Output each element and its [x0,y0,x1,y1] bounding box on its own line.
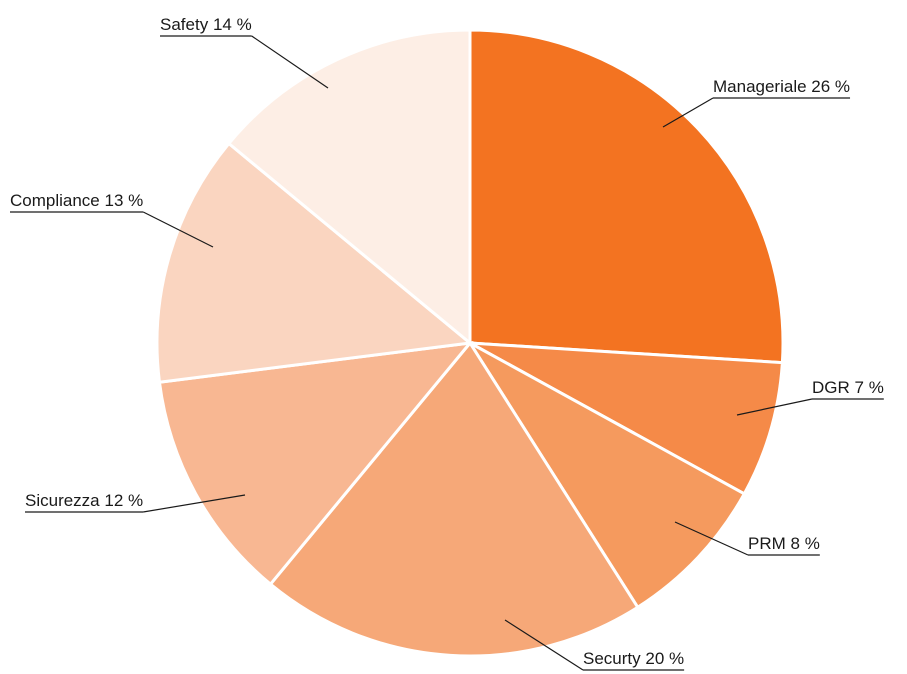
pie-slice [268,340,640,658]
leader-line [251,35,329,89]
pie-slice [157,341,474,587]
category-name: Sicurezza [25,491,100,510]
category-name: Securty [583,649,641,668]
value-label: 7 % [855,378,884,397]
leader-line [662,97,714,128]
slice-label: Sicurezza 12 % [25,491,143,510]
leader-line [143,494,246,513]
leader-line [736,398,813,416]
slice-label: PRM 8 % [748,534,820,553]
slice-label: Compliance 13 % [10,191,143,210]
value-label: 26 % [811,77,850,96]
category-name: Manageriale [713,77,807,96]
value-label: 12 % [104,491,143,510]
slice-label: DGR 7 % [812,378,884,397]
leader-line [142,211,214,248]
leader-line [674,521,749,556]
value-label: 14 % [213,15,252,34]
pie-slice [155,141,474,384]
category-name: Safety [160,15,209,34]
pie-slice [468,341,747,610]
value-label: 8 % [791,534,820,553]
category-name: Compliance [10,191,100,210]
slice-label: Securty 20 % [583,649,684,668]
slice-label: Manageriale 26 % [713,77,850,96]
slice-label: Safety 14 % [160,15,252,34]
category-name: DGR [812,378,850,397]
pie-slice [468,28,785,365]
pie-slice [226,28,472,347]
value-label: 20 % [645,649,684,668]
pie-slice [469,341,784,496]
value-label: 13 % [105,191,144,210]
leader-line [504,619,584,671]
category-name: PRM [748,534,786,553]
